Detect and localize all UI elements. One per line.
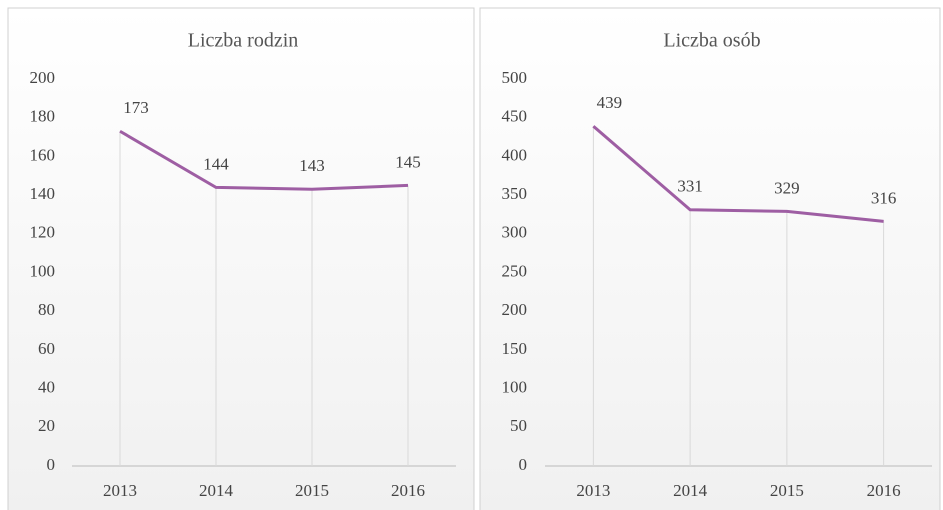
data-label: 329	[774, 178, 800, 197]
x-tick-label: 2013	[576, 481, 610, 500]
y-tick-label: 250	[502, 261, 528, 280]
y-tick-label: 300	[502, 223, 528, 242]
y-tick-label: 150	[502, 339, 528, 358]
y-tick-label: 200	[502, 300, 528, 319]
x-tick-label: 2015	[770, 481, 804, 500]
data-label: 331	[677, 177, 703, 196]
x-tick-label: 2016	[867, 481, 901, 500]
y-tick-label: 40	[38, 378, 55, 397]
series-line	[592, 125, 884, 223]
y-tick-label: 120	[30, 223, 56, 242]
y-tick-label: 500	[502, 68, 528, 87]
y-tick-label: 0	[47, 455, 56, 474]
chart-title: Liczba osób	[663, 30, 760, 52]
panel	[479, 7, 941, 510]
y-tick-label: 200	[30, 68, 56, 87]
y-tick-label: 20	[38, 416, 55, 435]
y-tick-label: 350	[502, 184, 528, 203]
y-tick-label: 400	[502, 145, 528, 164]
data-label: 173	[123, 98, 149, 117]
y-tick-label: 60	[38, 339, 55, 358]
data-label: 144	[203, 154, 229, 173]
x-tick-label: 2013	[103, 481, 137, 500]
x-tick-label: 2014	[199, 481, 234, 500]
y-tick-label: 50	[510, 416, 527, 435]
y-tick-label: 100	[30, 261, 56, 280]
y-tick-label: 160	[30, 145, 56, 164]
y-tick-label: 80	[38, 300, 55, 319]
y-tick-label: 450	[502, 107, 528, 126]
y-tick-label: 0	[519, 455, 528, 474]
chart-title: Liczba rodzin	[188, 30, 299, 52]
series-line	[119, 129, 409, 191]
data-label: 439	[597, 93, 623, 112]
data-label: 143	[299, 156, 325, 175]
data-label: 316	[871, 188, 897, 207]
y-tick-label: 180	[30, 107, 56, 126]
data-label: 145	[395, 152, 421, 171]
x-tick-label: 2015	[295, 481, 329, 500]
y-tick-label: 100	[502, 378, 528, 397]
panel	[7, 7, 475, 510]
y-tick-label: 140	[30, 184, 56, 203]
x-tick-label: 2016	[391, 481, 425, 500]
x-tick-label: 2014	[673, 481, 708, 500]
